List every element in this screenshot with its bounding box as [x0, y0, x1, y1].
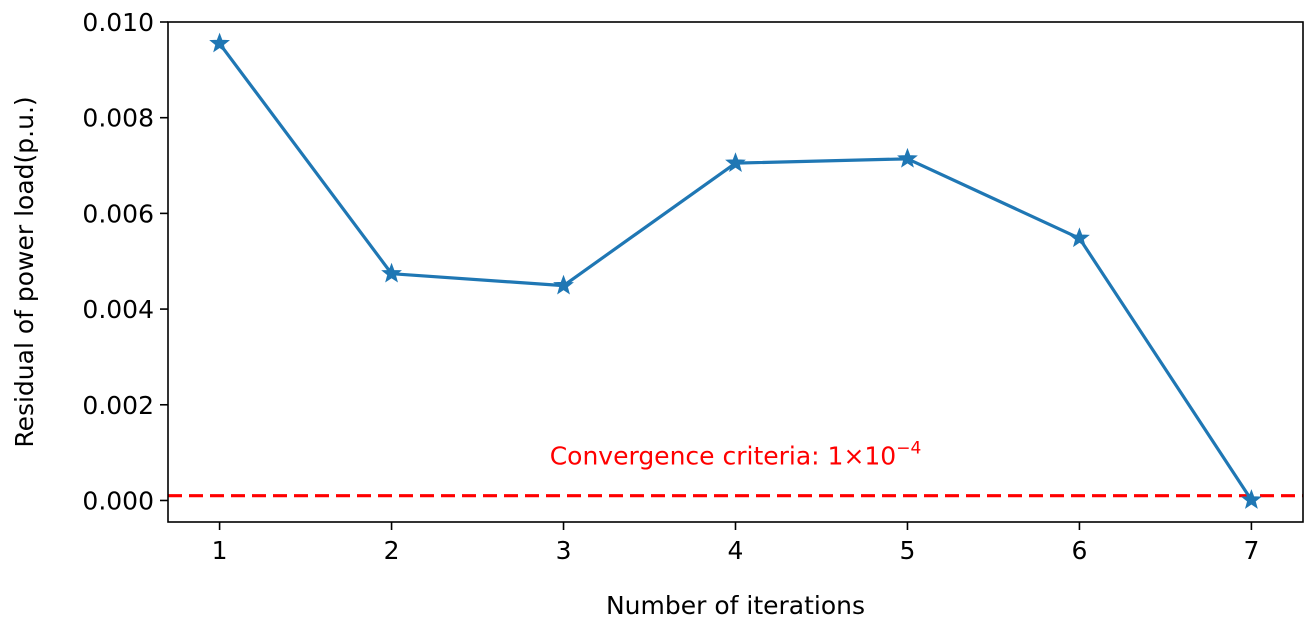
y-tick-label: 0.006	[82, 199, 154, 228]
y-tick-label: 0.002	[82, 391, 154, 420]
annotation-prefix: Convergence criteria: 1×10	[550, 442, 897, 471]
x-tick-label: 6	[1071, 536, 1087, 565]
x-tick-label: 7	[1243, 536, 1259, 565]
x-axis-title: Number of iterations	[606, 591, 865, 620]
x-tick-label: 1	[212, 536, 228, 565]
x-tick-label: 5	[900, 536, 916, 565]
ticks-layer: 1 2 3 4 5 6 7 0.000 0.002 0.004 0.006 0.008 0.010	[82, 8, 1259, 565]
x-tick-label: 4	[728, 536, 744, 565]
y-tick-label: 0.008	[82, 104, 154, 133]
x-tick-label: 3	[556, 536, 572, 565]
data-point-star	[381, 262, 402, 283]
data-point-star	[553, 274, 574, 295]
y-axis-title: Residual of power load(p.u.)	[10, 96, 39, 447]
x-tick-label: 2	[384, 536, 400, 565]
series-layer	[209, 32, 1262, 509]
series-line	[218, 42, 1253, 501]
y-tick-label: 0.010	[82, 8, 154, 37]
plot-frame	[167, 21, 1304, 523]
data-point-star	[897, 147, 918, 168]
data-point-star	[1069, 227, 1090, 248]
data-point-star	[1241, 489, 1262, 509]
data-point-star	[725, 152, 746, 172]
y-tick-label: 0.000	[82, 486, 154, 515]
data-point-star	[209, 32, 230, 53]
annotation-exponent: −4	[896, 439, 921, 459]
convergence-annotation: Convergence criteria: 1×10−4	[550, 439, 922, 471]
y-tick-label: 0.004	[82, 295, 154, 324]
